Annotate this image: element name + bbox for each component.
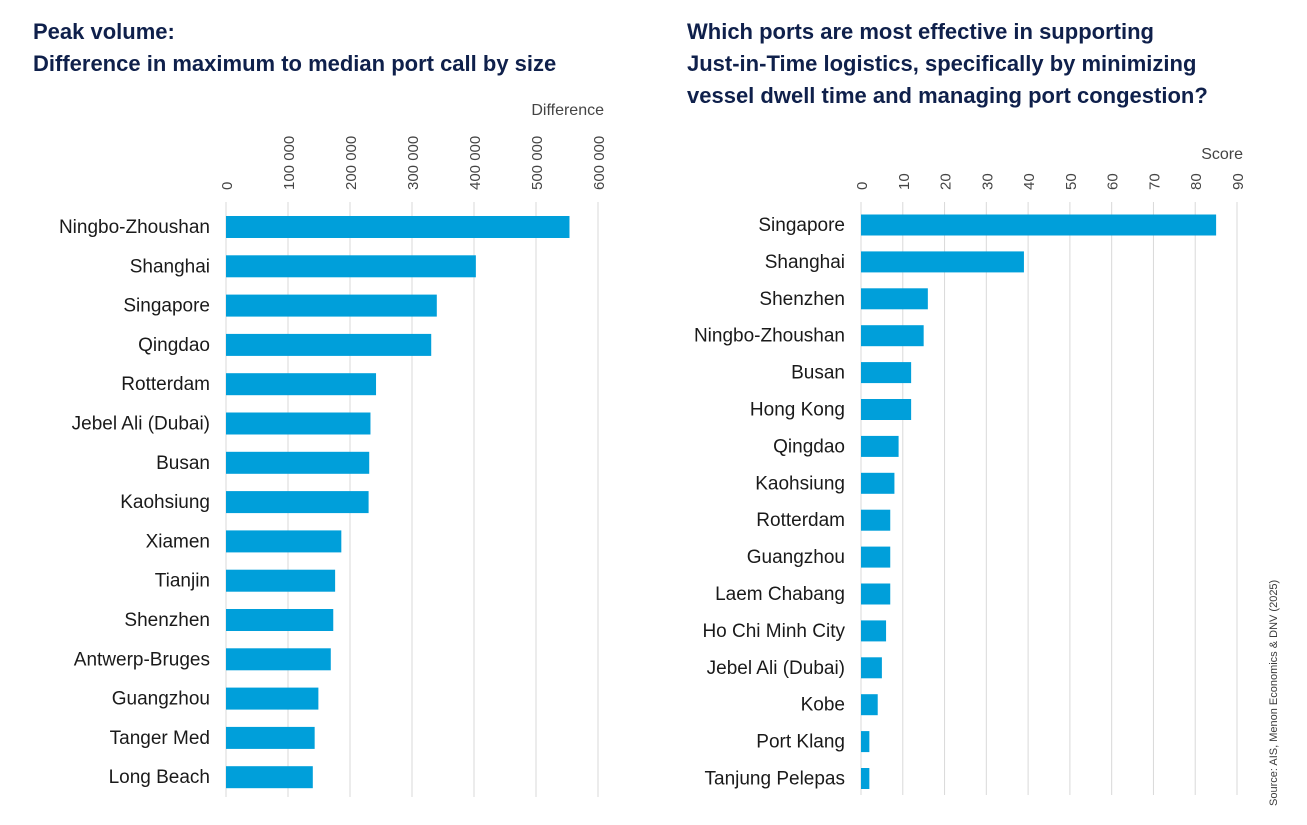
right-bar: [861, 620, 887, 642]
source-note: Source: AIS, Menon Economics & DNV (2025…: [1268, 579, 1280, 806]
right-tick-label: 90: [1230, 173, 1247, 190]
right-category-label: Port Klang: [756, 732, 845, 753]
right-bar: [861, 362, 912, 384]
left-bar: [226, 491, 369, 514]
right-tick-label: 70: [1146, 173, 1163, 190]
left-bar: [226, 373, 377, 396]
left-bar: [226, 530, 342, 553]
right-category-label: Hong Kong: [750, 400, 845, 421]
left-bar: [226, 216, 570, 238]
right-tick-label: 80: [1188, 173, 1205, 190]
right-bar: [861, 325, 924, 347]
left-category-label: Busan: [156, 453, 210, 474]
right-bar: [861, 214, 1217, 236]
right-chart-title-line-1: Which ports are most effective in suppor…: [687, 19, 1154, 44]
left-category-label: Long Beach: [109, 767, 210, 788]
right-category-label: Kobe: [801, 695, 845, 716]
right-tick-label: 20: [938, 173, 955, 190]
right-category-label: Jebel Ali (Dubai): [707, 658, 845, 679]
left-bar: [226, 609, 334, 631]
right-tick-label: 50: [1063, 173, 1080, 190]
right-category-label: Shanghai: [765, 252, 845, 273]
right-category-label: Laem Chabang: [715, 584, 845, 605]
right-category-label: Ningbo-Zhoushan: [694, 326, 845, 347]
right-category-label: Rotterdam: [756, 510, 845, 531]
right-category-label: Busan: [791, 363, 845, 384]
right-category-label: Singapore: [758, 215, 845, 236]
right-tick-label: 60: [1105, 173, 1122, 190]
left-tick-label: 500 000: [529, 136, 546, 190]
left-tick-label: 100 000: [281, 136, 298, 190]
left-bar: [226, 255, 476, 278]
right-bar: [861, 657, 882, 679]
right-tick-label: 40: [1021, 173, 1038, 190]
right-bar: [861, 694, 878, 716]
left-bar: [226, 648, 331, 671]
left-chart-title-line-1: Peak volume:: [33, 19, 175, 44]
right-chart-title: Which ports are most effective in suppor…: [687, 16, 1208, 112]
left-tick-label: 0: [219, 182, 236, 190]
right-category-label: Guangzhou: [747, 547, 845, 568]
left-bar: [226, 687, 319, 710]
left-tick-label: 300 000: [405, 136, 422, 190]
right-bar: [861, 472, 895, 494]
left-category-label: Xiamen: [146, 531, 210, 552]
right-tick-label: 30: [979, 173, 996, 190]
right-bar: [861, 435, 899, 457]
left-category-label: Shanghai: [130, 256, 210, 277]
left-category-label: Singapore: [123, 296, 210, 317]
right-category-label: Ho Chi Minh City: [702, 621, 845, 642]
right-bar: [861, 288, 928, 310]
left-category-label: Tanger Med: [110, 728, 210, 749]
right-tick-label: 0: [854, 182, 871, 190]
right-category-label: Shenzhen: [759, 289, 845, 310]
left-bar: [226, 294, 437, 317]
right-chart-title-line-2: Just-in-Time logistics, specifically by …: [687, 51, 1197, 76]
left-bar: [226, 766, 313, 789]
left-category-label: Rotterdam: [121, 374, 210, 395]
right-bar: [861, 509, 891, 531]
right-bar: [861, 399, 912, 420]
left-category-label: Jebel Ali (Dubai): [72, 414, 210, 435]
left-category-label: Shenzhen: [124, 610, 210, 631]
left-category-label: Guangzhou: [112, 689, 210, 710]
left-tick-label: 600 000: [591, 136, 608, 190]
left-axis-label: Difference: [531, 102, 604, 119]
right-category-label: Qingdao: [773, 436, 845, 457]
left-chart-title: Peak volume: Difference in maximum to me…: [33, 16, 556, 80]
right-category-label: Kaohsiung: [755, 473, 845, 494]
right-bar: [861, 546, 891, 568]
left-chart-title-line-2: Difference in maximum to median port cal…: [33, 51, 557, 76]
left-category-label: Kaohsiung: [120, 492, 210, 513]
left-bar: [226, 569, 336, 592]
right-bar: [861, 583, 891, 605]
left-bar: [226, 726, 315, 749]
left-bar: [226, 412, 371, 435]
left-bar: [226, 451, 370, 474]
right-bar: [861, 251, 1024, 273]
left-tick-label: 400 000: [467, 136, 484, 190]
right-axis-label: Score: [1201, 146, 1243, 163]
right-bar: [861, 731, 870, 753]
left-tick-label: 200 000: [343, 136, 360, 190]
left-category-label: Tianjin: [155, 571, 210, 592]
left-bar: [226, 333, 432, 356]
left-category-label: Antwerp-Bruges: [74, 649, 210, 670]
left-category-label: Qingdao: [138, 335, 210, 356]
left-category-label: Ningbo-Zhoushan: [59, 217, 210, 238]
right-category-label: Tanjung Pelepas: [705, 769, 846, 790]
right-chart-title-line-3: vessel dwell time and managing port cong…: [687, 83, 1208, 108]
right-tick-label: 10: [896, 173, 913, 190]
right-bar: [861, 768, 870, 789]
